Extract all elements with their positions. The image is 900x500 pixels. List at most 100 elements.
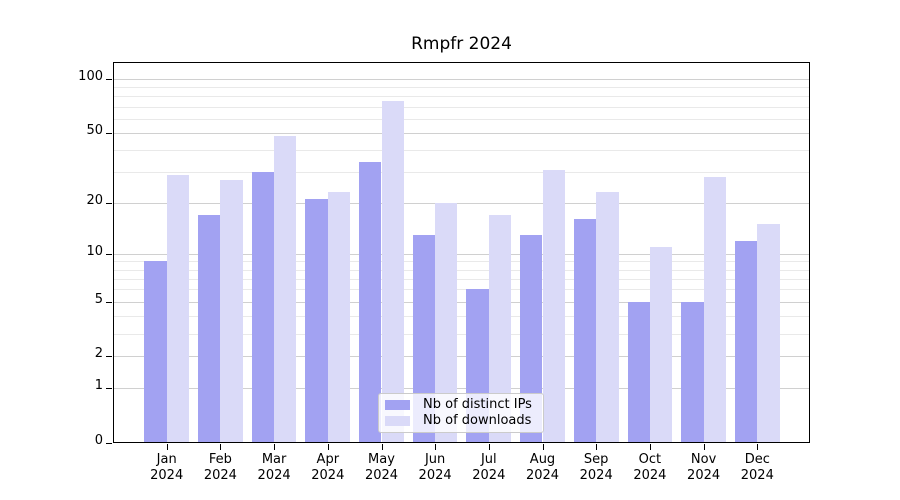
bar-oct-downloads — [649, 246, 673, 443]
x-tick-year: 2024 — [740, 468, 774, 483]
y-tick-label-2: 2 — [94, 346, 103, 361]
bar-feb-downloads — [220, 180, 243, 443]
gridline-minor-9 — [113, 261, 810, 262]
x-tick-nov — [703, 444, 705, 450]
bar-aug-downloads — [542, 169, 565, 443]
bar-aug-distinct-ips — [520, 234, 543, 443]
y-tick-label-1: 1 — [94, 378, 103, 393]
y-tick-1 — [106, 388, 112, 389]
bar-may-distinct-ips — [359, 162, 382, 443]
y-tick-label-50: 50 — [86, 123, 103, 138]
gridline-major-5 — [113, 302, 810, 303]
x-tick-month: Oct — [638, 452, 662, 467]
bar-nov-downloads — [703, 177, 726, 443]
gridline-minor-30 — [113, 172, 810, 173]
gridline-minor-3 — [113, 334, 810, 335]
x-tick-month: Aug — [529, 452, 556, 467]
y-tick-label-10: 10 — [86, 244, 103, 259]
bar-jan-downloads — [166, 174, 190, 443]
y-tick-2 — [106, 356, 112, 357]
x-tick-year: 2024 — [150, 468, 184, 483]
x-tick-year: 2024 — [472, 468, 506, 483]
y-tick-label-20: 20 — [86, 193, 103, 208]
x-tick-jul — [488, 444, 490, 450]
y-tick-0 — [106, 443, 112, 444]
x-tick-may — [381, 444, 383, 450]
x-tick-feb — [220, 444, 222, 450]
gridline-minor-60 — [113, 119, 810, 120]
x-tick-label-feb: Feb 2024 — [193, 452, 247, 484]
x-tick-label-jul: Jul 2024 — [462, 452, 516, 484]
y-tick-5 — [106, 302, 112, 303]
gridline-major-50 — [113, 133, 810, 134]
legend-item-downloads: Nb of downloads — [385, 413, 537, 429]
x-tick-sep — [596, 444, 598, 450]
x-tick-year: 2024 — [687, 468, 721, 483]
x-tick-label-dec: Dec 2024 — [730, 452, 784, 484]
x-tick-year: 2024 — [257, 468, 291, 483]
gridline-minor-70 — [113, 107, 810, 108]
x-tick-label-may: May 2024 — [355, 452, 409, 484]
gridline-major-1 — [113, 388, 810, 389]
legend-swatch-distinct-ips — [385, 399, 410, 410]
x-tick-year: 2024 — [525, 468, 560, 483]
legend-swatch-downloads — [385, 416, 410, 427]
gridline-minor-7 — [113, 279, 810, 280]
gridline-minor-90 — [113, 87, 810, 88]
x-tick-mar — [274, 444, 276, 450]
x-tick-jan — [166, 444, 168, 450]
gridline-major-20 — [113, 203, 810, 204]
gridline-minor-80 — [113, 96, 810, 97]
x-tick-year: 2024 — [633, 468, 667, 483]
x-tick-oct — [649, 444, 651, 450]
x-tick-year: 2024 — [418, 468, 452, 483]
gridline-major-10 — [113, 254, 810, 255]
bar-jun-distinct-ips — [412, 234, 436, 443]
x-tick-label-jun: Jun 2024 — [408, 452, 462, 484]
bar-mar-distinct-ips — [251, 172, 275, 443]
bar-nov-distinct-ips — [681, 301, 704, 443]
x-tick-month: Nov — [690, 452, 717, 467]
bar-dec-downloads — [757, 224, 780, 443]
legend-item-distinct-ips: Nb of distinct IPs — [385, 397, 537, 413]
x-tick-year: 2024 — [203, 468, 237, 483]
bar-apr-downloads — [327, 192, 351, 443]
gridline-major-100 — [113, 79, 810, 80]
legend: Nb of distinct IPs Nb of downloads — [378, 393, 544, 433]
bar-jun-downloads — [435, 202, 458, 443]
bar-apr-distinct-ips — [305, 199, 328, 443]
x-tick-label-apr: Apr 2024 — [301, 452, 355, 484]
gridline-minor-8 — [113, 270, 810, 271]
x-tick-label-jan: Jan 2024 — [140, 452, 194, 484]
bar-jan-distinct-ips — [144, 261, 167, 443]
y-tick-label-100: 100 — [78, 69, 103, 84]
gridline-minor-4 — [113, 316, 810, 317]
gridline-minor-6 — [113, 289, 810, 290]
x-tick-month: Feb — [208, 452, 232, 467]
x-tick-apr — [327, 444, 329, 450]
x-tick-label-sep: Sep 2024 — [569, 452, 623, 484]
bar-sep-distinct-ips — [573, 219, 597, 443]
x-tick-month: Apr — [316, 452, 340, 467]
x-tick-month: Sep — [583, 452, 609, 467]
bar-dec-distinct-ips — [734, 240, 758, 443]
x-tick-aug — [542, 444, 544, 450]
y-tick-label-5: 5 — [94, 292, 103, 307]
x-tick-month: Jun — [424, 452, 446, 467]
bar-mar-downloads — [274, 135, 297, 443]
x-tick-label-oct: Oct 2024 — [623, 452, 677, 484]
x-tick-month: Mar — [261, 452, 287, 467]
x-tick-month: Dec — [744, 452, 770, 467]
x-tick-jun — [435, 444, 437, 450]
x-tick-year: 2024 — [579, 468, 613, 483]
gridline-major-2 — [113, 356, 810, 357]
legend-label: Nb of distinct IPs — [423, 396, 532, 412]
bar-may-downloads — [381, 101, 404, 443]
x-tick-year: 2024 — [364, 468, 399, 483]
x-tick-month: Jan — [156, 452, 177, 467]
x-tick-label-nov: Nov 2024 — [677, 452, 731, 484]
x-tick-dec — [757, 444, 759, 450]
x-tick-year: 2024 — [311, 468, 345, 483]
x-tick-month: May — [368, 452, 395, 467]
